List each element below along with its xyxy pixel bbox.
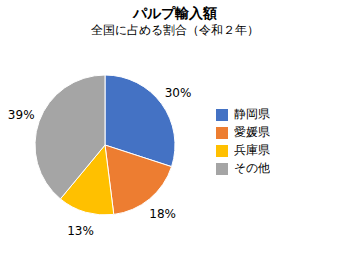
html-text:全国に占める割合（令和２年）: 全国に占める割合（令和２年） bbox=[91, 23, 259, 37]
html-text:その他: その他 bbox=[234, 161, 270, 175]
html-text:兵庫県: 兵庫県 bbox=[234, 143, 270, 157]
html-text:パルプ輸入額: パルプ輸入額 bbox=[133, 5, 217, 21]
html-text:愛媛県: 愛媛県 bbox=[234, 125, 270, 139]
svg-text:18%: 18% bbox=[149, 207, 176, 221]
html-text:静岡県: 静岡県 bbox=[234, 107, 270, 121]
svg-text:30%: 30% bbox=[165, 86, 192, 100]
svg-text:39%: 39% bbox=[8, 108, 35, 122]
svg-text:13%: 13% bbox=[67, 224, 94, 238]
